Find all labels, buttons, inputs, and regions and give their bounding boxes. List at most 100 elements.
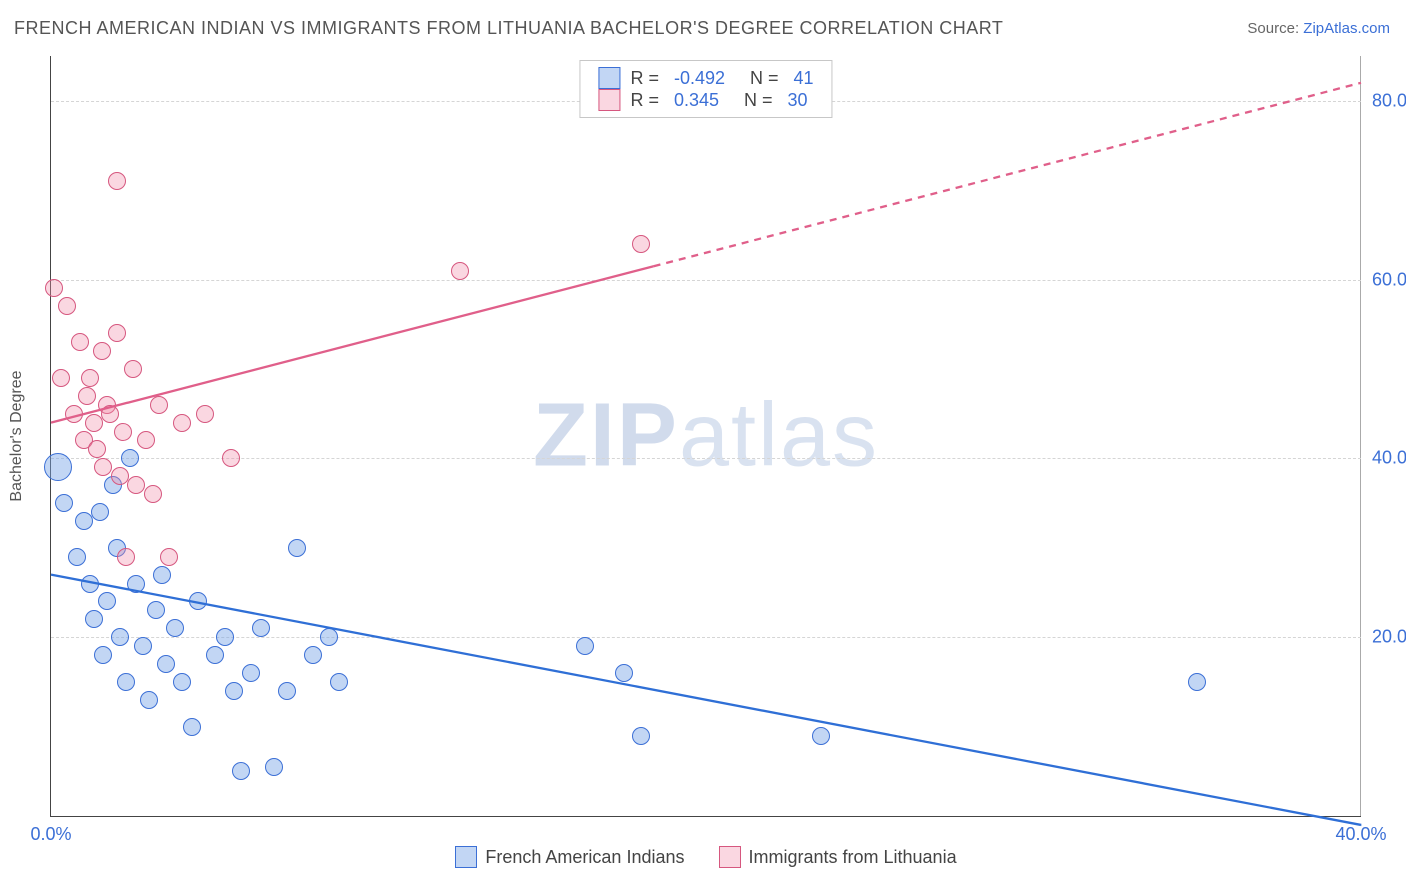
data-point-blue — [91, 503, 109, 521]
y-tick-label: 20.0% — [1372, 627, 1406, 648]
data-point-blue — [55, 494, 73, 512]
scatter-plot-area: ZIPatlas Bachelor's Degree R = -0.492 N … — [50, 56, 1361, 817]
data-point-blue — [206, 646, 224, 664]
data-point-blue — [216, 628, 234, 646]
data-point-pink — [93, 342, 111, 360]
y-axis-label: Bachelor's Degree — [8, 370, 26, 501]
data-point-pink — [196, 405, 214, 423]
legend-item-pink: Immigrants from Lithuania — [719, 846, 957, 868]
data-point-blue — [278, 682, 296, 700]
data-point-pink — [124, 360, 142, 378]
n-label: N = — [729, 90, 778, 111]
data-point-pink — [78, 387, 96, 405]
data-point-blue — [242, 664, 260, 682]
data-point-blue — [576, 637, 594, 655]
legend-label: Immigrants from Lithuania — [749, 847, 957, 868]
data-point-pink — [160, 548, 178, 566]
right-axis-line — [1360, 56, 1361, 816]
source-prefix: Source: — [1247, 20, 1303, 37]
trend-line-blue — [51, 56, 1361, 816]
data-point-blue — [147, 601, 165, 619]
data-point-blue — [44, 453, 72, 481]
n-value: 41 — [794, 68, 814, 89]
y-tick-label: 40.0% — [1372, 448, 1406, 469]
watermark-bold: ZIP — [533, 386, 679, 486]
gridline — [51, 637, 1361, 638]
chart-title: FRENCH AMERICAN INDIAN VS IMMIGRANTS FRO… — [14, 18, 1003, 39]
data-point-blue — [98, 592, 116, 610]
data-point-blue — [81, 575, 99, 593]
r-label: R = — [630, 90, 664, 111]
correlation-stats-box: R = -0.492 N = 41R = 0.345 N = 30 — [579, 60, 832, 118]
data-point-pink — [173, 414, 191, 432]
data-point-blue — [173, 673, 191, 691]
data-point-blue — [140, 691, 158, 709]
data-point-blue — [265, 758, 283, 776]
r-value: -0.492 — [674, 68, 725, 89]
r-label: R = — [630, 68, 664, 89]
data-point-blue — [189, 592, 207, 610]
trend-line-pink — [51, 56, 1361, 816]
x-tick-label: 40.0% — [1335, 824, 1386, 845]
source-attribution: Source: ZipAtlas.com — [1247, 20, 1390, 37]
data-point-blue — [330, 673, 348, 691]
data-point-pink — [108, 324, 126, 342]
stats-row-blue: R = -0.492 N = 41 — [598, 67, 813, 89]
data-point-pink — [45, 279, 63, 297]
data-point-blue — [75, 512, 93, 530]
data-point-blue — [304, 646, 322, 664]
data-point-pink — [85, 414, 103, 432]
data-point-pink — [111, 467, 129, 485]
gridline — [51, 458, 1361, 459]
data-point-blue — [225, 682, 243, 700]
data-point-blue — [615, 664, 633, 682]
data-point-pink — [101, 405, 119, 423]
data-point-blue — [94, 646, 112, 664]
legend-label: French American Indians — [485, 847, 684, 868]
data-point-pink — [127, 476, 145, 494]
data-point-blue — [85, 610, 103, 628]
data-point-pink — [137, 431, 155, 449]
legend-item-blue: French American Indians — [455, 846, 684, 868]
legend-swatch — [598, 89, 620, 111]
x-tick-label: 0.0% — [30, 824, 71, 845]
data-point-pink — [114, 423, 132, 441]
data-point-pink — [65, 405, 83, 423]
series-legend: French American Indians Immigrants from L… — [51, 846, 1361, 868]
source-link[interactable]: ZipAtlas.com — [1303, 20, 1390, 37]
gridline — [51, 280, 1361, 281]
data-point-pink — [88, 440, 106, 458]
data-point-pink — [632, 235, 650, 253]
data-point-blue — [121, 449, 139, 467]
n-value: 30 — [788, 90, 808, 111]
data-point-blue — [232, 762, 250, 780]
watermark-light: atlas — [679, 386, 879, 486]
data-point-blue — [632, 727, 650, 745]
data-point-blue — [127, 575, 145, 593]
data-point-pink — [58, 297, 76, 315]
data-point-blue — [111, 628, 129, 646]
data-point-blue — [153, 566, 171, 584]
y-tick-label: 60.0% — [1372, 269, 1406, 290]
legend-swatch — [598, 67, 620, 89]
data-point-pink — [222, 449, 240, 467]
legend-swatch — [719, 846, 741, 868]
data-point-pink — [108, 172, 126, 190]
data-point-pink — [71, 333, 89, 351]
data-point-pink — [144, 485, 162, 503]
legend-swatch — [455, 846, 477, 868]
watermark-text: ZIPatlas — [533, 385, 879, 488]
data-point-pink — [52, 369, 70, 387]
data-point-blue — [288, 539, 306, 557]
data-point-blue — [134, 637, 152, 655]
data-point-blue — [252, 619, 270, 637]
data-point-pink — [451, 262, 469, 280]
data-point-pink — [117, 548, 135, 566]
data-point-pink — [94, 458, 112, 476]
data-point-blue — [157, 655, 175, 673]
data-point-blue — [117, 673, 135, 691]
y-tick-label: 80.0% — [1372, 90, 1406, 111]
r-value: 0.345 — [674, 90, 719, 111]
data-point-pink — [150, 396, 168, 414]
data-point-pink — [81, 369, 99, 387]
